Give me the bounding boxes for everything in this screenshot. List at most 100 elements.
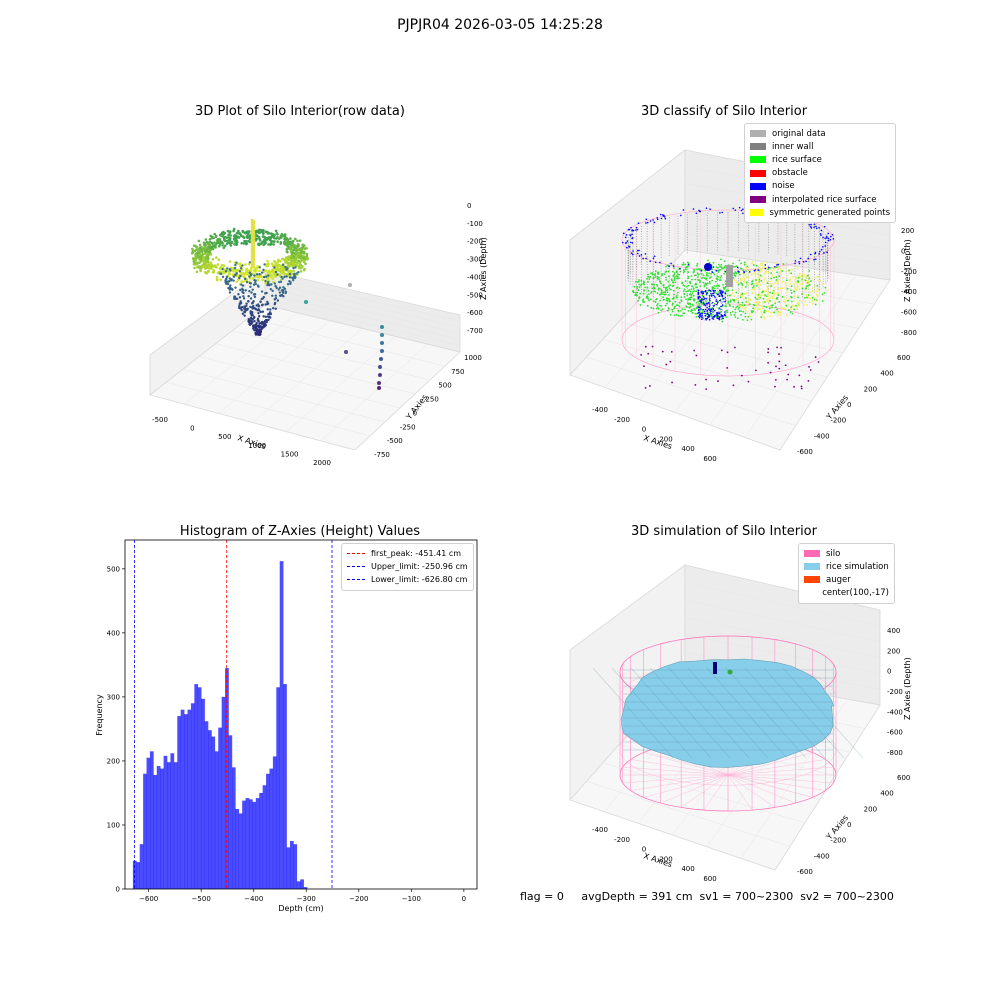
rice-surface-point	[752, 272, 755, 275]
raw-data-point	[260, 290, 264, 293]
raw-data-point	[250, 223, 254, 227]
rice-surface-point	[684, 263, 687, 266]
rice-surface-point	[747, 315, 750, 318]
rice-surface-point	[743, 261, 746, 264]
rice-surface-point	[776, 313, 779, 315]
rice-surface-point	[754, 271, 757, 274]
rice-surface-point	[733, 295, 736, 297]
interpolated-point	[671, 381, 673, 384]
rice-surface-point	[653, 283, 656, 286]
raw-data-point	[261, 303, 264, 306]
rice-surface-point	[799, 275, 801, 278]
cls-z-tick-label: -200	[901, 268, 917, 276]
rice-surface-point	[758, 301, 761, 304]
raw-data-point	[290, 276, 294, 279]
rice-surface-point	[807, 284, 809, 287]
noise-point	[629, 241, 632, 244]
rice-surface-point	[726, 311, 729, 314]
rice-surface-point	[647, 293, 650, 296]
rice-surface-point	[760, 262, 762, 265]
noise-point	[631, 229, 634, 231]
raw-data-point	[283, 275, 286, 279]
rice-surface-point	[792, 268, 794, 271]
raw-data-point	[227, 238, 231, 242]
rice-surface-point	[708, 272, 711, 275]
noise-point	[697, 297, 700, 300]
noise-point	[697, 289, 700, 292]
raw-data-point	[234, 263, 237, 267]
raw-data-point	[226, 229, 230, 233]
rice-surface-point	[671, 310, 674, 313]
rice-surface-point	[668, 299, 671, 301]
interpolated-point	[747, 380, 750, 383]
noise-point	[631, 242, 634, 244]
legend-item: silo	[804, 547, 889, 560]
rice-surface-point	[672, 289, 675, 292]
rice-surface-point	[815, 290, 817, 293]
raw-data-point	[303, 267, 306, 271]
rice-surface-point	[637, 280, 640, 283]
rice-surface-point	[790, 300, 793, 303]
rice-surface-point	[637, 289, 640, 291]
rice-surface-point	[656, 277, 659, 280]
raw-z-tick-label: 0	[467, 202, 471, 210]
raw-data-point	[291, 243, 294, 247]
rice-surface-point	[793, 300, 795, 302]
silo-wire	[727, 774, 775, 808]
noise-point	[720, 303, 723, 306]
noise-point	[813, 223, 816, 226]
raw-data-point	[273, 266, 276, 269]
rice-surface-point	[797, 296, 799, 299]
rice-surface-point	[759, 304, 762, 307]
rice-surface-point	[682, 263, 685, 266]
rice-surface-point	[789, 282, 792, 285]
rice-surface-point	[681, 314, 683, 317]
rice-surface-point	[746, 310, 749, 313]
noise-point	[721, 211, 724, 214]
raw-data-point	[276, 273, 279, 276]
rice-surface-point	[641, 299, 644, 302]
rice-surface-point	[796, 274, 799, 277]
raw-x-tick-label: 1500	[281, 450, 299, 458]
rice-surface-point	[806, 296, 808, 299]
legend-item: Lower_limit: -626.80 cm	[347, 573, 468, 586]
raw-data-point	[294, 266, 297, 269]
rice-surface-point	[816, 290, 819, 293]
raw-data-point	[258, 266, 261, 269]
raw-data-point	[218, 243, 222, 246]
histogram-bar	[208, 730, 212, 889]
rice-surface-point	[656, 304, 658, 307]
rice-surface-point	[757, 296, 760, 298]
raw-data-point	[283, 287, 287, 290]
rice-surface-point	[705, 271, 708, 274]
noise-point	[644, 253, 647, 255]
raw-data-point	[261, 297, 265, 300]
raw-data-point	[260, 271, 264, 274]
rice-surface-point	[651, 287, 654, 290]
raw-data-point	[295, 263, 298, 266]
raw-data-point	[217, 241, 221, 244]
rice-surface-point	[803, 304, 806, 307]
rice-surface-point	[695, 264, 698, 267]
rice-surface-point	[720, 258, 722, 261]
rice-surface-point	[658, 280, 661, 282]
rice-surface-point	[805, 285, 808, 288]
noise-point	[805, 260, 807, 263]
raw-data-point	[269, 287, 272, 291]
rice-surface-point	[706, 282, 709, 285]
noise-point	[629, 234, 632, 237]
raw-z-tick-label: -700	[467, 327, 483, 335]
rice-surface-point	[757, 283, 760, 286]
interpolated-point	[776, 346, 778, 349]
noise-cluster	[704, 263, 712, 271]
raw-data-point	[280, 232, 284, 236]
noise-point	[699, 313, 702, 316]
legend-item: center(100,-17)	[804, 587, 889, 600]
surface-mesh	[592, 667, 674, 759]
rice-surface-point	[681, 281, 684, 284]
rice-surface-point	[805, 294, 808, 296]
histogram-bar	[272, 756, 277, 889]
rice-surface-point	[757, 279, 760, 281]
rice-surface-point	[741, 295, 744, 298]
noise-point	[649, 220, 652, 222]
